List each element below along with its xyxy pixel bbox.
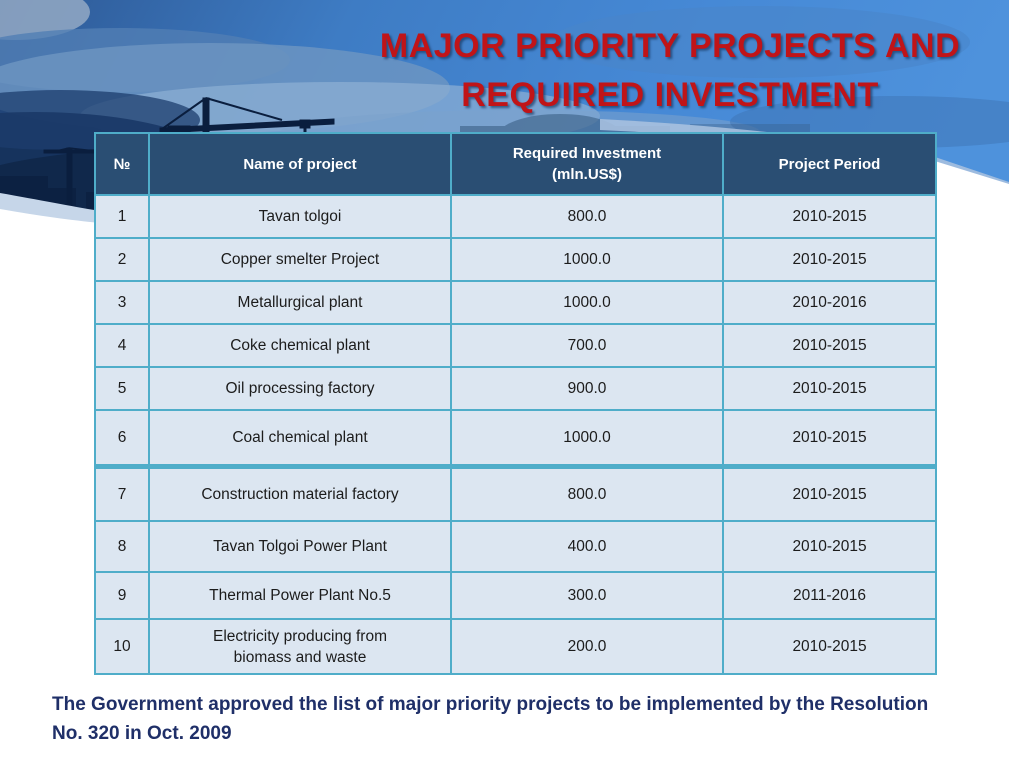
table-cell: 1 bbox=[94, 194, 150, 239]
table-row: 9 Thermal Power Plant No.5 300.0 2011-2016 bbox=[94, 571, 937, 620]
slide-title: MAJOR PRIORITY PROJECTS AND REQUIRED INV… bbox=[379, 27, 961, 114]
table-cell: 300.0 bbox=[450, 571, 724, 620]
table-cell: Tavan tolgoi bbox=[148, 194, 452, 239]
table-cell: 2010-2015 bbox=[722, 237, 937, 282]
table-cell: 2010-2016 bbox=[722, 280, 937, 325]
table-cell: Copper smelter Project bbox=[148, 237, 452, 282]
table-cell: 9 bbox=[94, 571, 150, 620]
table-body: 1 Tavan tolgoi 800.0 2010-2015 2 Copper smelt… bbox=[94, 194, 937, 675]
header-row: № Name of project Required Investment (mln… bbox=[94, 132, 937, 196]
table-row: 5 Oil processing factory 900.0 2010-2015 bbox=[94, 366, 937, 411]
table-cell: 700.0 bbox=[450, 323, 724, 368]
table-row: 8 Tavan Tolgoi Power Plant 400.0 2010-2015 bbox=[94, 520, 937, 573]
table-row: 2 Copper smelter Project 1000.0 2010-2015 bbox=[94, 237, 937, 282]
table-row: 6 Coal chemical plant 1000.0 2010-2015 bbox=[94, 409, 937, 467]
table-cell: 2 bbox=[94, 237, 150, 282]
table-cell: 2011-2016 bbox=[722, 571, 937, 620]
table-cell: 6 bbox=[94, 409, 150, 467]
table-cell: 2010-2015 bbox=[722, 323, 937, 368]
table-row: 7 Construction material factory 800.0 2010-… bbox=[94, 463, 937, 522]
table-cell: 10 bbox=[94, 618, 150, 675]
table-cell: 4 bbox=[94, 323, 150, 368]
table-cell: 200.0 bbox=[450, 618, 724, 675]
column-header: Name of project bbox=[148, 132, 452, 196]
table-row: 10 Electricity producing from biomass and… bbox=[94, 618, 937, 675]
table-cell: 2010-2015 bbox=[722, 618, 937, 675]
table-cell: 800.0 bbox=[450, 194, 724, 239]
table-cell: 1000.0 bbox=[450, 409, 724, 467]
table-cell: 2010-2015 bbox=[722, 194, 937, 239]
table-cell: Electricity producing from biomass and w… bbox=[148, 618, 452, 675]
table-cell: Oil processing factory bbox=[148, 366, 452, 411]
table-cell: 2010-2015 bbox=[722, 463, 937, 522]
projects-table: № Name of project Required Investment (mln… bbox=[94, 132, 937, 675]
table-cell: 1000.0 bbox=[450, 280, 724, 325]
table-cell: 900.0 bbox=[450, 366, 724, 411]
table-header: № Name of project Required Investment (mln… bbox=[94, 132, 937, 196]
table-cell: Metallurgical plant bbox=[148, 280, 452, 325]
table-row: 4 Coke chemical plant 700.0 2010-2015 bbox=[94, 323, 937, 368]
column-header: № bbox=[94, 132, 150, 196]
table-cell: Coke chemical plant bbox=[148, 323, 452, 368]
column-header: Required Investment (mln.US$) bbox=[450, 132, 724, 196]
table-cell: 7 bbox=[94, 463, 150, 522]
table-cell: 2010-2015 bbox=[722, 409, 937, 467]
table-cell: Construction material factory bbox=[148, 463, 452, 522]
table-row: 1 Tavan tolgoi 800.0 2010-2015 bbox=[94, 194, 937, 239]
table-cell: 2010-2015 bbox=[722, 366, 937, 411]
table-row: 3 Metallurgical plant 1000.0 2010-2016 bbox=[94, 280, 937, 325]
footer-note: The Government approved the list of majo… bbox=[52, 694, 929, 744]
table-cell: Tavan Tolgoi Power Plant bbox=[148, 520, 452, 573]
table-cell: Coal chemical plant bbox=[148, 409, 452, 467]
table-cell: 1000.0 bbox=[450, 237, 724, 282]
table-cell: 3 bbox=[94, 280, 150, 325]
column-header: Project Period bbox=[722, 132, 937, 196]
table-cell: 8 bbox=[94, 520, 150, 573]
table-cell: Thermal Power Plant No.5 bbox=[148, 571, 452, 620]
table-cell: 800.0 bbox=[450, 463, 724, 522]
table-cell: 5 bbox=[94, 366, 150, 411]
table-cell: 2010-2015 bbox=[722, 520, 937, 573]
table-cell: 400.0 bbox=[450, 520, 724, 573]
